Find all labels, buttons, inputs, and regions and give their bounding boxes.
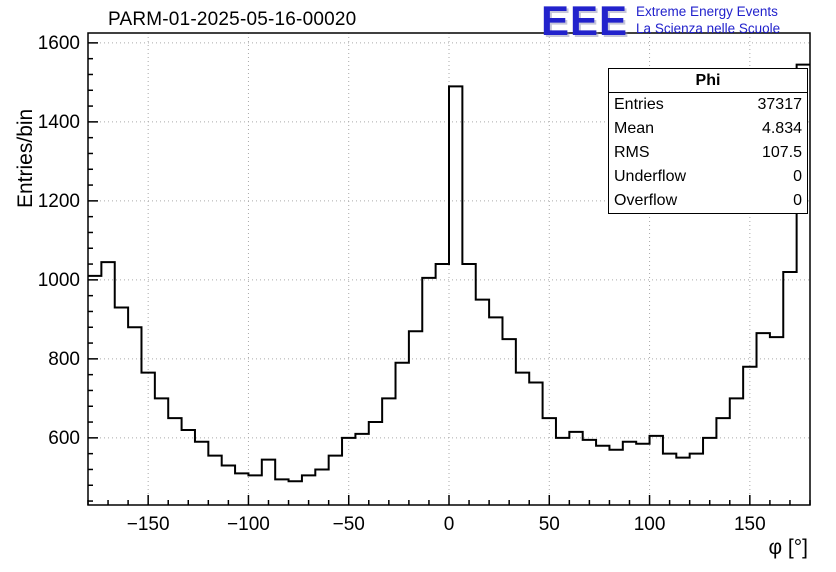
svg-text:100: 100: [634, 514, 666, 535]
stats-row-label: Underflow: [614, 168, 687, 185]
svg-text:1400: 1400: [38, 112, 80, 133]
stats-row-label: Entries: [614, 96, 664, 113]
stats-row-label: RMS: [614, 144, 650, 161]
svg-text:−150: −150: [127, 514, 170, 535]
x-tick-labels: −150 −100 −50 0 50 100 150: [127, 514, 766, 535]
svg-text:0: 0: [444, 514, 455, 535]
eee-logo: EEE Extreme Energy Events La Scienza nel…: [541, 0, 780, 42]
stats-row-value: 107.5: [761, 144, 802, 161]
axis-ticks: [87, 42, 811, 505]
stats-row: RMS 107.5: [609, 141, 807, 165]
stats-row-value: 37317: [757, 96, 803, 113]
histogram-line: [88, 63, 810, 483]
eee-logo-line2: La Scienza nelle Scuole: [636, 21, 781, 36]
svg-text:−100: −100: [227, 514, 270, 535]
svg-text:150: 150: [734, 514, 766, 535]
eee-logo-tagline: Extreme Energy Events La Scienza nelle S…: [636, 0, 780, 37]
svg-text:1000: 1000: [38, 270, 80, 291]
stats-row-value: 0: [793, 168, 802, 185]
stats-row: Underflow 0: [609, 165, 807, 189]
svg-text:1200: 1200: [38, 191, 80, 212]
stats-row: Mean 4.834: [609, 117, 807, 141]
svg-text:−50: −50: [333, 514, 365, 535]
svg-text:600: 600: [48, 428, 80, 449]
stats-row: Overflow 0: [609, 189, 807, 213]
svg-text:1600: 1600: [38, 33, 80, 54]
svg-text:50: 50: [539, 514, 560, 535]
eee-logo-acronym: EEE: [541, 0, 629, 44]
svg-text:800: 800: [48, 349, 80, 370]
stats-row-label: Overflow: [614, 192, 678, 209]
stats-row-value: 4.834: [761, 120, 802, 137]
y-axis-title: Entries/bin: [14, 108, 37, 208]
eee-logo-line1: Extreme Energy Events: [636, 4, 778, 19]
stats-row-value: 0: [793, 192, 802, 209]
x-axis-title: φ [°]: [768, 536, 808, 559]
stats-row: Entries 37317: [609, 93, 807, 117]
stats-box-title: Phi: [609, 69, 807, 93]
plot-title: PARM-01-2025-05-16-00020: [108, 9, 357, 30]
y-tick-labels: 600 800 1000 1200 1400 1600: [38, 33, 80, 449]
stats-box: Phi Entries 37317 Mean 4.834 RMS 107.5 U…: [608, 68, 808, 214]
stats-row-label: Mean: [614, 120, 655, 137]
